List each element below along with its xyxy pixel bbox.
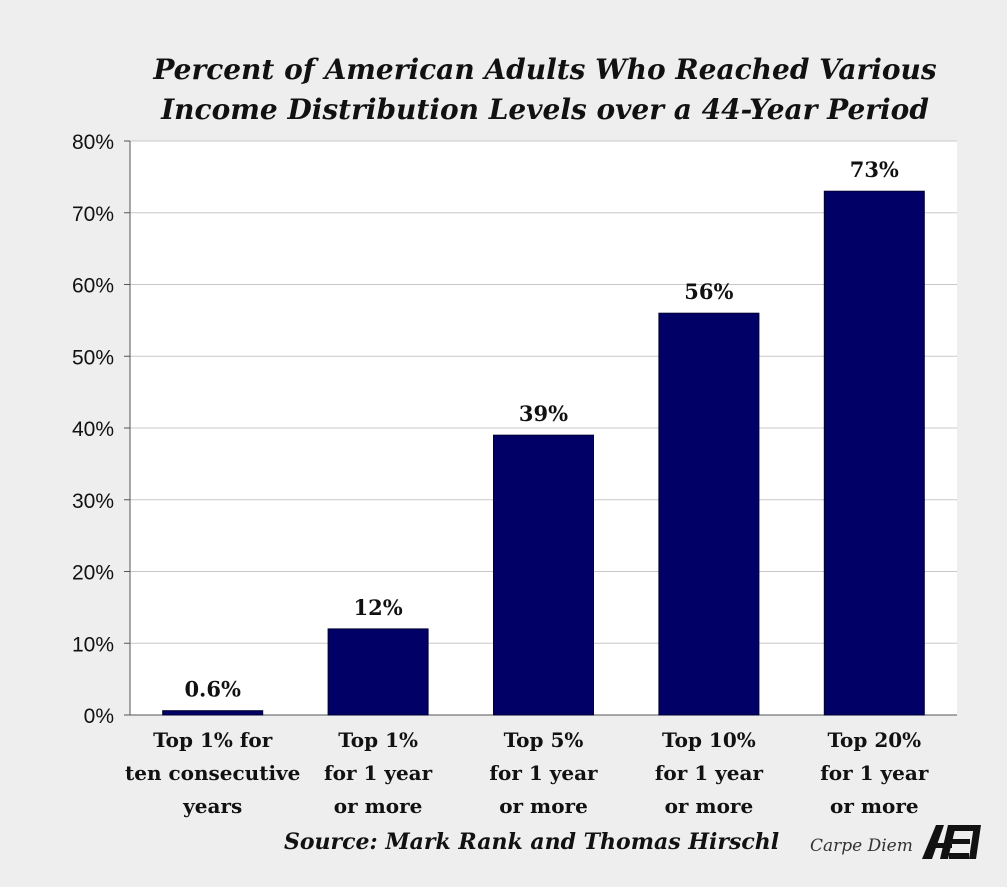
y-tick-label: 60% (72, 275, 114, 298)
data-label: 73% (850, 157, 899, 182)
chart-title: Percent of American Adults Who Reached V… (0, 50, 1007, 130)
x-tick-label: or more (499, 794, 588, 818)
x-tick-label: or more (665, 794, 754, 818)
x-tick-label: years (182, 794, 242, 818)
data-label: 56% (684, 279, 733, 304)
chart-title-line-1: Percent of American Adults Who Reached V… (153, 53, 937, 86)
y-tick-label: 80% (72, 131, 114, 154)
bar (823, 190, 925, 716)
x-tick-label: ten consecutive (125, 761, 300, 785)
y-tick-label: 10% (72, 633, 114, 656)
bar (658, 312, 760, 716)
source-note: Source: Mark Rank and Thomas Hirschl (284, 829, 780, 855)
x-tick-label: Top 5% (504, 728, 584, 752)
x-tick-label: Top 10% (662, 728, 756, 752)
x-tick-label: Top 1% (338, 728, 418, 752)
data-label: 12% (354, 595, 403, 620)
y-tick-label: 50% (72, 346, 114, 369)
chart-title-line-2: Income Distribution Levels over a 44-Yea… (161, 93, 929, 126)
bar (493, 434, 594, 716)
y-tick-label: 70% (72, 203, 114, 226)
x-tick-label: for 1 year (324, 761, 433, 785)
bar (162, 710, 264, 716)
x-tick-label: Top 1% for (153, 728, 273, 752)
y-tick-label: 20% (72, 562, 114, 585)
x-tick-label: or more (830, 794, 919, 818)
data-label: 39% (519, 401, 568, 426)
y-tick-label: 0% (84, 705, 114, 728)
x-tick-label: for 1 year (820, 761, 929, 785)
x-tick-label: Top 20% (827, 728, 921, 752)
y-tick-label: 30% (72, 490, 114, 513)
aei-logo-icon (922, 825, 981, 859)
x-tick-label: or more (334, 794, 423, 818)
data-label: 0.6% (184, 677, 241, 702)
y-tick-label: 40% (72, 418, 114, 441)
x-tick-label: for 1 year (655, 761, 764, 785)
bar (327, 628, 429, 716)
brand-name: Carpe Diem (810, 836, 913, 856)
x-tick-label: for 1 year (489, 761, 598, 785)
